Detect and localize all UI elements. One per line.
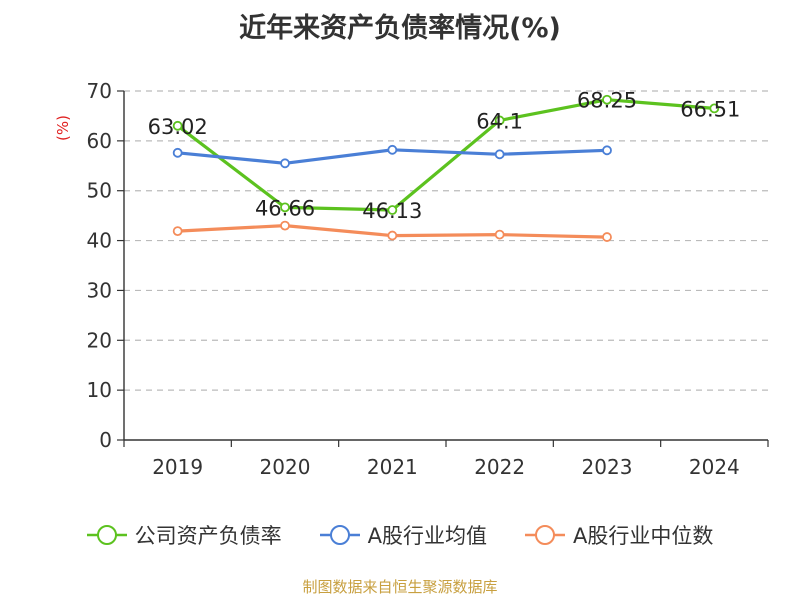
data-label: 63.02 [148, 115, 208, 139]
x-tick-label-2024: 2024 [689, 455, 740, 479]
data-point[interactable] [172, 226, 183, 236]
legend-label: A股行业均值 [367, 524, 487, 548]
data-point[interactable] [494, 115, 505, 126]
data-point[interactable] [494, 149, 505, 160]
series-line-0 [176, 98, 715, 212]
data-point[interactable] [602, 232, 612, 242]
legend-label: 公司资产负债率 [134, 524, 282, 548]
data-label: 66.51 [680, 97, 740, 121]
data-point[interactable] [709, 103, 720, 114]
data-point[interactable] [280, 158, 290, 169]
data-label: 46.66 [255, 196, 315, 220]
y-tick-label: 30 [87, 278, 112, 302]
data-point[interactable] [280, 202, 290, 213]
chart-title: 近年来资产负债率情况(%) [239, 13, 561, 44]
legend-swatch-icon [86, 525, 127, 545]
legend-label: A股行业中位数 [573, 524, 714, 548]
x-tick-label-2019: 2019 [152, 455, 203, 479]
data-point[interactable] [280, 220, 290, 231]
data-point[interactable] [172, 147, 183, 158]
y-tick-label: 20 [87, 328, 112, 352]
grid-lines [124, 90, 768, 391]
data-point[interactable] [387, 230, 398, 241]
axes: 0 10 20 30 40 50 60 70 2019 2020 2021 2022 2023 2024 [87, 79, 769, 479]
y-tick-label: 0 [99, 428, 112, 452]
legend-item-1[interactable]: A股行业均值 [319, 520, 487, 550]
y-tick-label: 70 [87, 79, 112, 103]
data-point[interactable] [172, 120, 183, 131]
data-label: 64.1 [476, 109, 523, 133]
data-point[interactable] [387, 205, 398, 215]
legend-item-2[interactable]: A股行业中位数 [525, 520, 713, 550]
y-tick-label: 50 [87, 179, 112, 203]
y-tick-label: 40 [87, 229, 112, 253]
x-tick-label-2023: 2023 [582, 455, 633, 479]
data-label: 46.13 [362, 199, 422, 223]
data-label: 68.25 [577, 89, 637, 113]
y-tick-label: 60 [87, 129, 112, 153]
data-point[interactable] [387, 144, 398, 155]
x-tick-label-2022: 2022 [474, 455, 525, 479]
y-axis-label: (%) [54, 115, 72, 141]
x-tick-label-2021: 2021 [367, 455, 418, 479]
x-tick-label-2020: 2020 [260, 455, 311, 479]
legend-swatch-icon [319, 525, 360, 545]
series-lines [172, 94, 720, 242]
source-footnote: 制图数据来自恒生聚源数据库 [302, 578, 498, 596]
data-point[interactable] [602, 94, 612, 105]
legend: 公司资产负债率 A股行业均值 A股行业中位数 [0, 520, 800, 550]
data-point[interactable] [494, 229, 505, 240]
y-tick-label: 10 [87, 378, 112, 402]
data-labels: 63.02 46.66 46.13 64.1 68.25 66.51 [148, 89, 741, 223]
legend-swatch-icon [525, 525, 565, 545]
data-point[interactable] [602, 145, 612, 156]
legend-item-0[interactable]: 公司资产负债率 [86, 520, 282, 550]
